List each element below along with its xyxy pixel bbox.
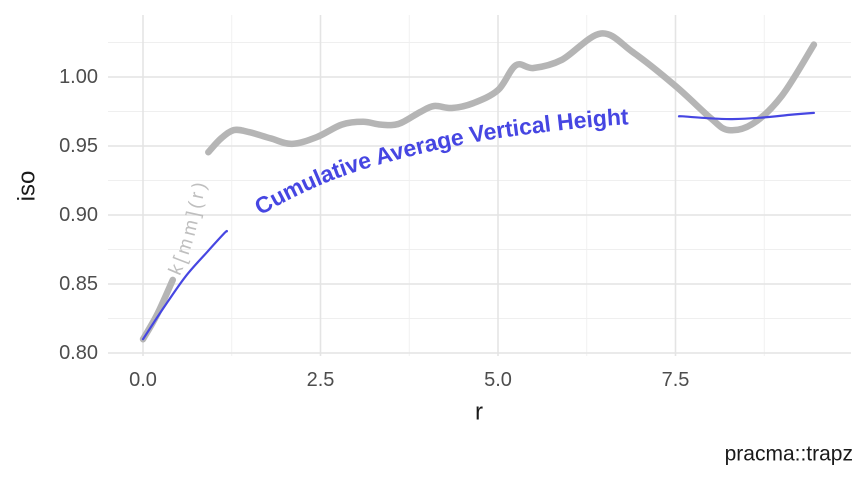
cumavg-curve-label-textpath: Cumulative Average Vertical Height bbox=[250, 103, 629, 219]
x-tick-label: 2.5 bbox=[307, 369, 335, 391]
y-axis-title: iso bbox=[14, 171, 41, 202]
x-tick-label: 7.5 bbox=[662, 369, 690, 391]
kmm-curve-segment-before-label bbox=[139, 276, 177, 343]
y-tick-label: 0.85 bbox=[59, 273, 98, 295]
y-tick-label: 0.90 bbox=[59, 204, 98, 226]
y-tick-label: 0.95 bbox=[59, 135, 98, 157]
cumavg-curve-on-path-label: Cumulative Average Vertical Height bbox=[250, 103, 629, 219]
kmm-curve-label-textpath: k[mm](r) bbox=[165, 177, 208, 278]
x-tick-label: 0.0 bbox=[129, 369, 157, 391]
chart-caption: pracma::trapz bbox=[725, 443, 853, 466]
cumavg-curve-segment-after-label bbox=[677, 111, 815, 121]
x-tick-label: 5.0 bbox=[484, 369, 512, 391]
x-axis-title: r bbox=[475, 399, 483, 426]
kmm-curve-segment-after-label bbox=[205, 30, 818, 156]
kmm-curve-on-path-label: k[mm](r) bbox=[165, 177, 211, 278]
y-tick-label: 0.80 bbox=[59, 342, 98, 364]
y-tick-label: 1.00 bbox=[59, 66, 98, 88]
cumavg-curve-segment-before-label bbox=[141, 229, 228, 341]
